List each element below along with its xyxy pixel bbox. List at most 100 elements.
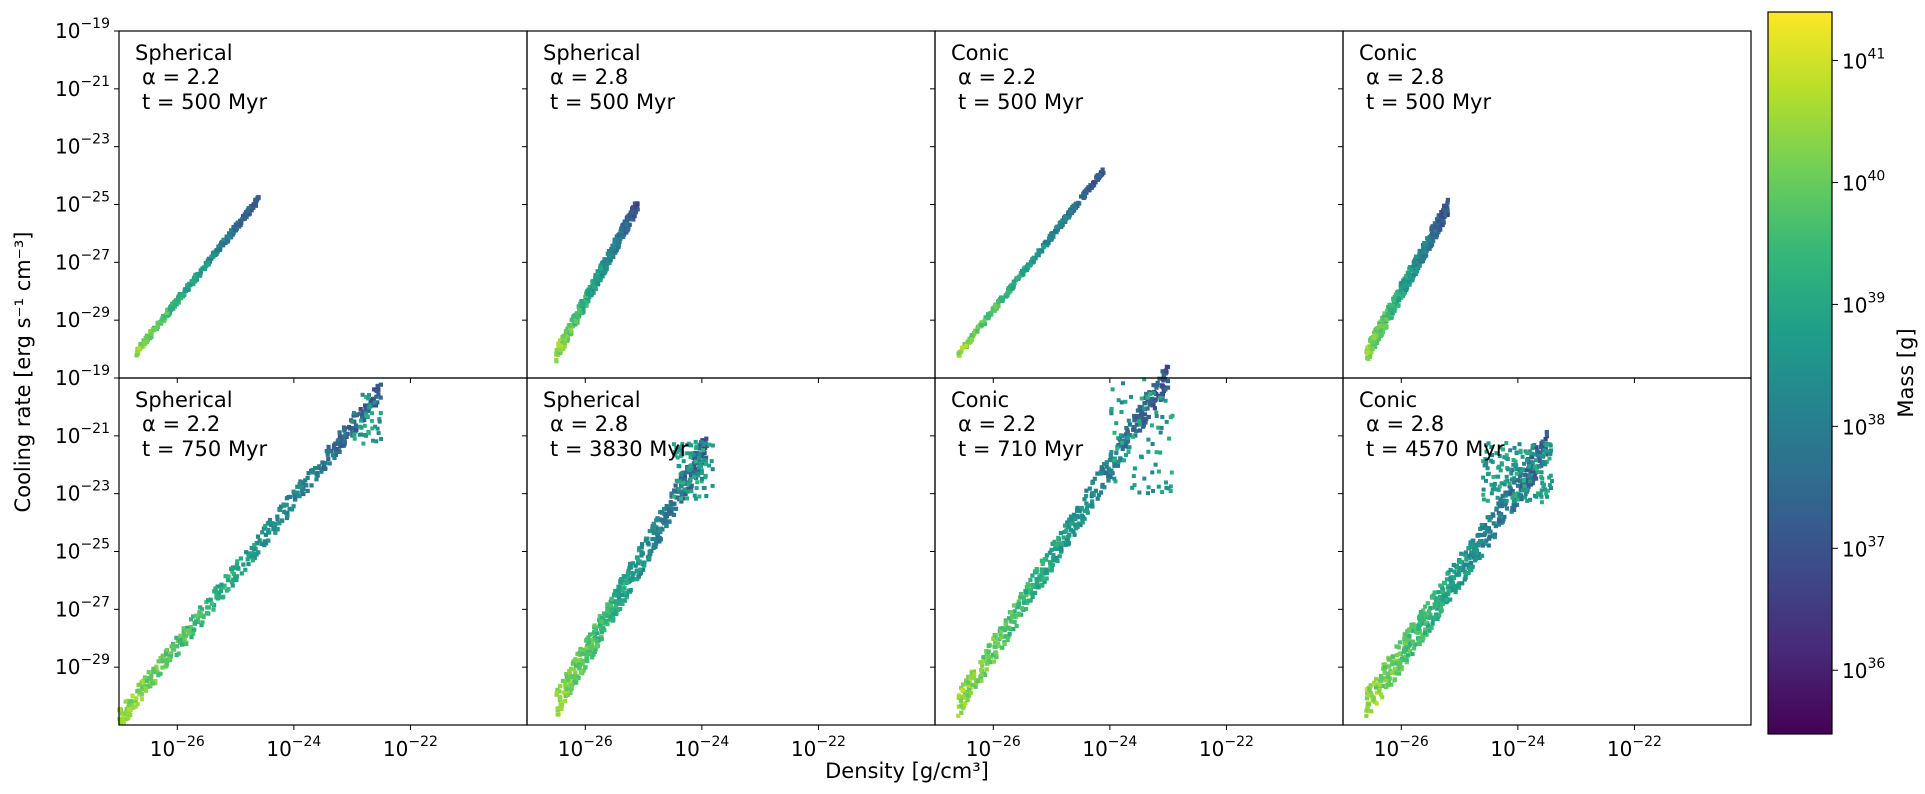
data-cell: [245, 209, 250, 214]
data-cell: [1396, 289, 1401, 294]
data-cell: [598, 266, 603, 271]
data-cell: [703, 445, 708, 451]
data-cell: [558, 684, 563, 689]
data-cell: [1039, 570, 1044, 575]
data-cell: [1421, 245, 1426, 250]
data-cell: [610, 597, 615, 602]
data-cell: [572, 675, 577, 680]
data-cell: [581, 309, 586, 314]
data-cell: [1514, 494, 1519, 498]
data-cell: [220, 595, 225, 600]
data-cell: [1544, 491, 1549, 496]
data-cell: [1434, 217, 1440, 222]
data-cell: [1446, 570, 1451, 575]
data-cell: [686, 481, 691, 486]
data-cell: [686, 441, 691, 446]
data-cell: [1423, 627, 1428, 632]
data-cell: [230, 569, 235, 574]
data-cell: [1507, 484, 1512, 489]
data-cell: [1071, 529, 1076, 534]
x-tick-label: 10−26: [1374, 734, 1429, 761]
data-cell: [1534, 476, 1539, 481]
data-cell: [1501, 447, 1506, 452]
data-cell: [1532, 452, 1537, 457]
data-cell: [616, 238, 621, 243]
data-cell: [601, 611, 607, 616]
data-cell: [1500, 519, 1505, 524]
data-cell: [1048, 560, 1053, 565]
data-cell: [1023, 589, 1029, 594]
data-cell: [619, 231, 624, 236]
data-cell: [235, 559, 240, 564]
data-cell: [992, 308, 997, 313]
data-cell: [1496, 465, 1501, 470]
data-cell: [1158, 397, 1163, 402]
data-cell: [595, 272, 600, 278]
data-cell: [1434, 233, 1439, 238]
data-cell: [177, 638, 182, 643]
data-cell: [1501, 498, 1506, 503]
data-cell: [1064, 537, 1069, 542]
data-cell: [309, 483, 314, 488]
data-cell: [1457, 571, 1462, 576]
data-cell: [1440, 597, 1445, 602]
data-cell: [586, 287, 591, 292]
data-cell: [1050, 234, 1055, 239]
data-cell: [1005, 637, 1010, 643]
data-cell: [1124, 432, 1129, 437]
data-cell: [1139, 396, 1144, 401]
data-cell: [352, 436, 357, 441]
data-cell: [578, 311, 583, 316]
data-cell: [1425, 236, 1430, 241]
data-cell: [134, 696, 139, 701]
data-cell: [1370, 340, 1375, 345]
data-cell: [1433, 596, 1438, 601]
data-cell: [351, 413, 356, 418]
data-cell: [604, 261, 609, 266]
data-cell: [584, 654, 589, 659]
data-cell: [557, 347, 563, 352]
data-cell: [558, 343, 563, 348]
data-cell: [1396, 296, 1401, 301]
data-cell: [956, 704, 961, 709]
data-cell: [1530, 446, 1535, 451]
data-cell: [1374, 676, 1379, 682]
data-cell: [608, 254, 613, 259]
data-cell: [1504, 453, 1509, 458]
data-cell: [337, 434, 342, 439]
data-cell: [1548, 443, 1553, 448]
data-cell: [692, 456, 697, 461]
data-cell: [630, 210, 635, 215]
data-cell: [1000, 626, 1005, 631]
data-cell: [1428, 612, 1433, 617]
data-cell: [371, 438, 375, 443]
data-cell: [1167, 436, 1172, 441]
data-cell: [1467, 553, 1472, 559]
data-cell: [1432, 605, 1437, 610]
data-cell: [1151, 383, 1156, 388]
data-cell: [681, 480, 686, 485]
data-cell: [635, 202, 640, 207]
data-cell: [1407, 648, 1413, 653]
data-cell: [1382, 669, 1387, 674]
data-cell: [563, 693, 568, 699]
colorbar-gradient: [1767, 11, 1833, 735]
data-cell: [1099, 466, 1104, 471]
data-cell: [700, 459, 705, 464]
panel-model: Spherical: [543, 388, 641, 412]
data-cell: [1100, 484, 1105, 489]
data-cell: [1154, 410, 1159, 415]
data-cell: [1489, 482, 1494, 487]
data-cell: [1418, 613, 1423, 618]
data-cell: [998, 631, 1003, 637]
x-axis-label: Density [g/cm³]: [825, 759, 989, 783]
data-cell: [1142, 406, 1147, 411]
data-cell: [1430, 621, 1435, 626]
data-cell: [1375, 329, 1380, 335]
data-cell: [1112, 458, 1117, 463]
data-cell: [1404, 657, 1409, 662]
data-cell: [358, 411, 363, 416]
x-tick-label: 10−22: [791, 734, 846, 761]
data-cell: [1471, 538, 1476, 543]
data-cell: [336, 441, 341, 446]
